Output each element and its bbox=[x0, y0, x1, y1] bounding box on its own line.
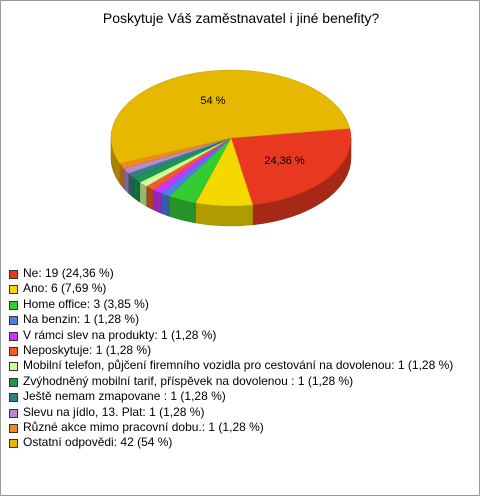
pie-area: Poskytuje Váš zaměstnavatel i jiné benef… bbox=[103, 10, 379, 227]
chart-title: Poskytuje Váš zaměstnavatel i jiné benef… bbox=[103, 10, 379, 26]
legend: Ne: 19 (24,36 %) Ano: 6 (7,69 %) Home offi… bbox=[9, 266, 464, 451]
legend-item: Home office: 3 (3,85 %) bbox=[9, 297, 464, 312]
legend-swatch bbox=[9, 270, 18, 279]
legend-label: Neposkytuje: 1 (1,28 %) bbox=[23, 343, 152, 358]
legend-item: V rámci slev na produkty: 1 (1,28 %) bbox=[9, 328, 464, 343]
legend-item: Ne: 19 (24,36 %) bbox=[9, 266, 464, 281]
legend-swatch bbox=[9, 424, 18, 434]
pie-slice bbox=[230, 128, 352, 206]
pie-side bbox=[153, 189, 162, 214]
legend-item: Neposkytuje: 1 (1,28 %) bbox=[9, 343, 464, 358]
data-label: 54 % bbox=[200, 95, 225, 107]
pie-slice bbox=[110, 69, 351, 164]
pie-side bbox=[146, 185, 154, 211]
legend-swatch bbox=[9, 408, 18, 418]
legend-item: Zvýhodněný mobilní tarif, příspěvek na d… bbox=[9, 374, 464, 389]
legend-swatch bbox=[9, 393, 18, 403]
legend-label: Zvýhodněný mobilní tarif, příspěvek na d… bbox=[23, 373, 354, 388]
data-label: 24,36 % bbox=[264, 155, 305, 167]
legend-item: Ostatní odpovědi: 42 (54 %) bbox=[9, 435, 464, 450]
legend-swatch bbox=[9, 439, 18, 449]
legend-item: Na benzin: 1 (1,28 %) bbox=[9, 312, 464, 327]
legend-item: Mobilní telefon, půjčení firemního vozid… bbox=[9, 358, 464, 373]
legend-label: Slevu na jídlo, 13. Plat: 1 (1,28 %) bbox=[23, 404, 205, 419]
legend-swatch bbox=[9, 316, 18, 326]
legend-swatch bbox=[9, 347, 18, 357]
pie-side bbox=[160, 192, 170, 217]
legend-label: Ne: 19 (24,36 %) bbox=[23, 266, 114, 280]
legend-swatch bbox=[9, 331, 18, 341]
legend-label: Ano: 6 (7,69 %) bbox=[23, 281, 107, 296]
legend-label: Mobilní telefon, půjčení firemního vozid… bbox=[23, 358, 454, 373]
legend-item: Ano: 6 (7,69 %) bbox=[9, 281, 464, 296]
legend-swatch bbox=[9, 285, 18, 295]
legend-item: Ještě nemam zmapovane : 1 (1,28 %) bbox=[9, 389, 464, 404]
legend-swatch bbox=[9, 300, 18, 310]
pie-side bbox=[195, 202, 253, 227]
legend-swatch bbox=[9, 377, 18, 387]
legend-label: Ostatní odpovědi: 42 (54 %) bbox=[23, 435, 173, 450]
legend-label: Různé akce mimo pracovní dobu.: 1 (1,28 … bbox=[23, 420, 264, 435]
legend-label: V rámci slev na produkty: 1 (1,28 %) bbox=[23, 327, 217, 342]
legend-label: Ještě nemam zmapovane : 1 (1,28 %) bbox=[23, 389, 226, 404]
legend-label: Home office: 3 (3,85 %) bbox=[23, 296, 149, 311]
legend-label: Na benzin: 1 (1,28 %) bbox=[23, 312, 140, 327]
legend-item: Slevu na jídlo, 13. Plat: 1 (1,28 %) bbox=[9, 405, 464, 420]
legend-swatch bbox=[9, 362, 18, 372]
legend-item: Různé akce mimo pracovní dobu.: 1 (1,28 … bbox=[9, 420, 464, 435]
